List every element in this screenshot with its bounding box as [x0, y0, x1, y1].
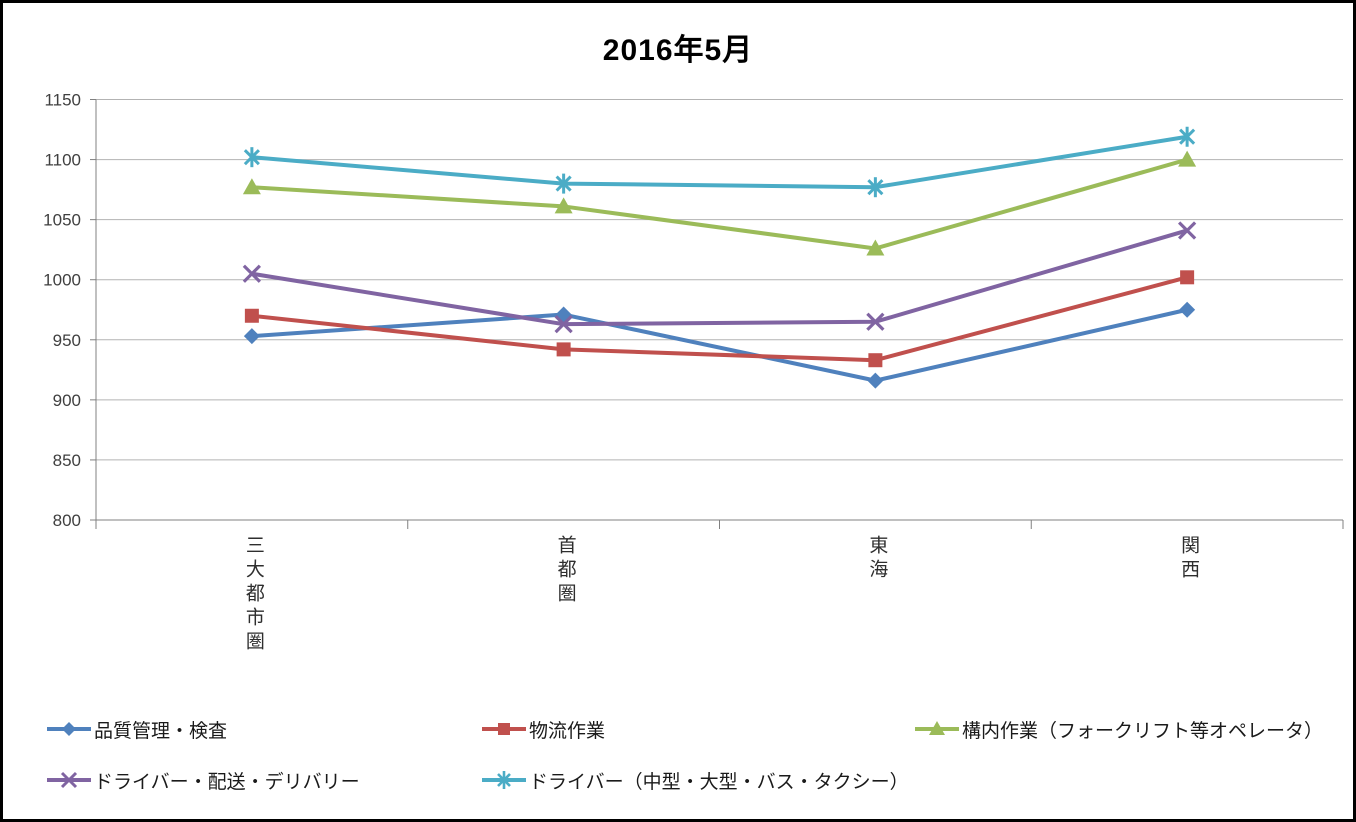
marker-asterisk	[867, 179, 884, 196]
marker-square	[1180, 270, 1195, 285]
x-axis-category-label: 首都圏	[554, 535, 576, 607]
marker-x	[242, 264, 262, 283]
y-axis-tick-label: 1150	[44, 91, 81, 110]
y-axis-tick-label: 800	[53, 511, 81, 530]
y-axis-tick-label: 1000	[43, 271, 81, 290]
x-axis-category-label: 三大都市圏	[242, 535, 264, 655]
legend-key-x-icon	[47, 771, 91, 789]
legend-label: ドライバー（中型・大型・バス・タクシー）	[529, 771, 909, 793]
legend-label: 物流作業	[529, 720, 606, 742]
marker-asterisk	[243, 149, 260, 166]
legend-item-driver-delivery[interactable]: ドライバー・配送・デリバリー	[47, 766, 360, 794]
y-axis-tick-label: 1050	[43, 211, 81, 230]
marker-triangle	[242, 178, 261, 195]
y-axis-tick-label: 850	[53, 451, 81, 470]
legend-label: ドライバー・配送・デリバリー	[94, 771, 360, 793]
marker-triangle	[866, 239, 885, 256]
marker-asterisk	[555, 175, 572, 192]
legend-key-diamond-icon	[47, 722, 91, 736]
legend-item-logistics-work[interactable]: 物流作業	[482, 715, 605, 743]
marker-diamond	[867, 372, 884, 389]
marker-asterisk	[1179, 128, 1196, 145]
marker-x	[866, 312, 885, 331]
series-line	[249, 228, 1190, 327]
marker-diamond	[243, 328, 260, 345]
legend-key-asterisk-icon	[482, 771, 526, 789]
series-line	[249, 275, 1190, 363]
legend-label: 構内作業（フォークリフト等オペレータ）	[962, 720, 1324, 742]
legend-key-square-icon	[482, 723, 526, 735]
marker-x	[554, 315, 573, 334]
marker-square	[868, 353, 883, 368]
series-line	[249, 134, 1190, 190]
y-axis-tick-label: 1100	[44, 151, 81, 170]
legend-label: 品質管理・検査	[94, 720, 228, 742]
marker-x	[1177, 221, 1197, 240]
legend-key-triangle-icon	[915, 721, 959, 735]
legend-item-quality-control[interactable]: 品質管理・検査	[47, 715, 227, 743]
x-axis-category-label: 関西	[1178, 535, 1200, 583]
marker-square	[556, 342, 571, 357]
legend-item-driver-bus-taxi[interactable]: ドライバー（中型・大型・バス・タクシー）	[482, 766, 909, 794]
marker-triangle	[1178, 150, 1197, 167]
legend-item-yard-work-forklift[interactable]: 構内作業（フォークリフト等オペレータ）	[915, 715, 1323, 743]
y-axis-tick-label: 950	[53, 331, 81, 350]
line-chart-plot-area: 800 850 900 950 1000 1050 1100 1150	[43, 91, 1344, 530]
chart-title: 2016年5月	[602, 34, 754, 67]
x-axis-category-label: 東海	[866, 535, 888, 583]
series-line	[249, 157, 1190, 251]
y-axis-tick-label: 900	[53, 391, 81, 410]
series-line	[249, 307, 1190, 383]
marker-triangle	[554, 197, 573, 214]
marker-square	[244, 308, 259, 323]
marker-diamond	[1179, 301, 1196, 318]
